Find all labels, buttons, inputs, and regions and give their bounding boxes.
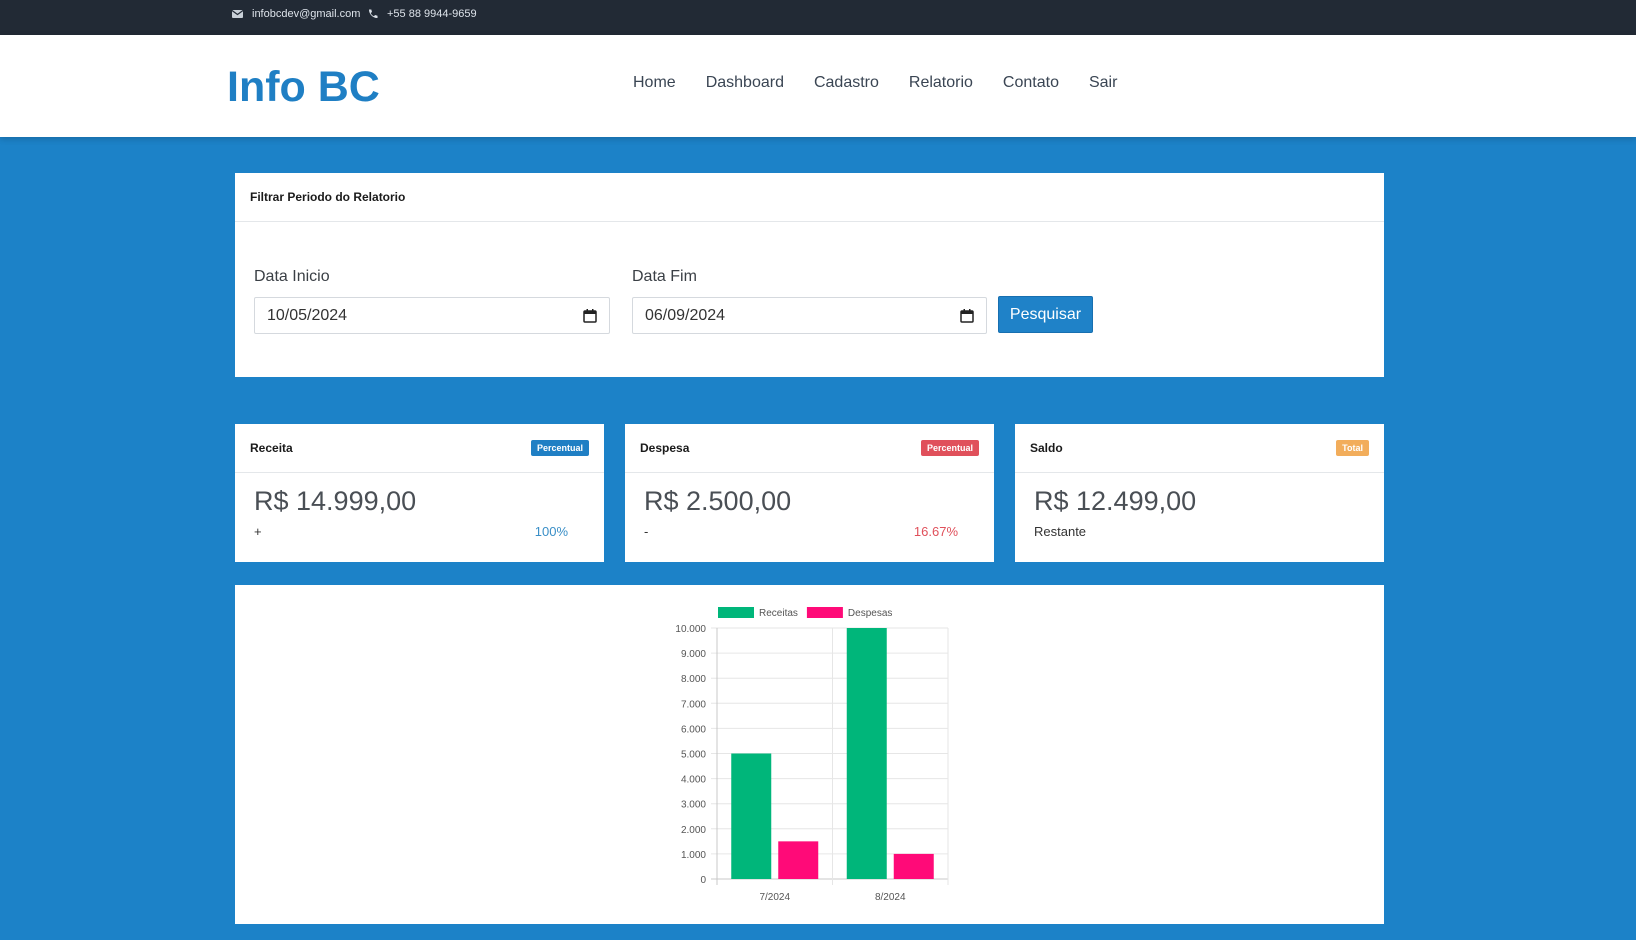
despesa-card: Despesa Percentual R$ 2.500,00 - 16.67% [625,424,994,562]
calendar-icon[interactable] [583,308,597,323]
chart-card: 0 1.000 2.000 3.000 4.000 5.000 6.000 7.000 8.00… [235,585,1384,924]
phone-text: +55 88 9944-9659 [387,8,477,20]
start-date-label: Data Inicio [254,268,330,285]
saldo-card: Saldo Total R$ 12.499,00 Restante [1015,424,1384,562]
end-date-input[interactable]: 06/09/2024 [632,297,987,334]
x-tick-label: 7/2024 [759,892,790,903]
legend-label-receitas: Receitas [759,608,798,619]
legend-swatch-despesas [806,607,843,618]
site-header: Info BC Home Dashboard Cadastro Relatori… [0,35,1636,137]
bar-despesas-7-2024 [778,841,819,879]
receita-badge: Percentual [530,440,589,456]
bar-chart: 0 1.000 2.000 3.000 4.000 5.000 6.000 7.000 8.00… [675,607,949,903]
nav-home[interactable]: Home [633,74,676,91]
despesa-title: Despesa [640,441,690,455]
receita-title: Receita [250,441,293,455]
receita-card-header: Receita Percentual [235,424,604,473]
phone-icon [368,9,378,19]
y-tick-label: 3.000 [681,800,706,811]
y-tick-label: 1.000 [681,850,706,861]
search-button[interactable]: Pesquisar [998,296,1093,333]
despesa-card-header: Despesa Percentual [625,424,994,473]
receita-percent: 100% [534,524,568,539]
bar-receitas-7-2024 [731,753,772,879]
y-tick-label: 6.000 [681,724,706,735]
despesa-badge: Percentual [920,440,979,456]
calendar-icon[interactable] [960,308,974,323]
y-tick-label: 7.000 [681,699,706,710]
y-tick-label: 2.000 [681,825,706,836]
site-logo[interactable]: Info BC [227,63,380,111]
y-tick-label: 10.000 [675,624,706,635]
nav-dashboard[interactable]: Dashboard [705,74,784,91]
bar-receitas-8-2024 [846,628,887,879]
saldo-remaining-label: Restante [1034,524,1087,539]
legend-swatch-receitas [718,607,754,618]
nav-relatorio[interactable]: Relatorio [908,74,973,91]
saldo-badge: Total [1336,440,1369,456]
receita-card: Receita Percentual R$ 14.999,00 + 100% [235,424,604,562]
filter-card: Filtrar Periodo do Relatorio Data Inicio… [235,173,1384,377]
filter-card-header: Filtrar Periodo do Relatorio [235,173,1384,222]
filter-title: Filtrar Periodo do Relatorio [250,190,406,204]
saldo-card-header: Saldo Total [1015,424,1384,473]
bar-despesas-8-2024 [893,853,934,879]
y-tick-label: 4.000 [681,775,706,786]
y-tick-label: 0 [700,875,706,886]
legend-label-despesas: Despesas [848,608,892,619]
end-date-value: 06/09/2024 [645,306,726,324]
main-nav: Home Dashboard Cadastro Relatorio Contat… [633,73,1147,93]
y-tick-label: 5.000 [681,750,706,761]
nav-sair[interactable]: Sair [1088,74,1118,91]
saldo-title: Saldo [1030,441,1063,455]
y-tick-label: 8.000 [681,674,706,685]
envelope-icon [232,10,243,18]
despesa-percent: 16.67% [913,524,958,539]
contact-email[interactable]: infobcdev@gmail.com [232,0,360,28]
despesa-value: R$ 2.500,00 [644,486,792,516]
y-tick-label: 9.000 [681,649,706,660]
end-date-label: Data Fim [632,268,697,285]
start-date-input[interactable]: 10/05/2024 [254,297,610,334]
start-date-value: 10/05/2024 [267,306,348,324]
receita-value: R$ 14.999,00 [254,486,417,516]
saldo-value: R$ 12.499,00 [1034,486,1197,516]
nav-contato[interactable]: Contato [1002,74,1059,91]
top-contact-bar: infobcdev@gmail.com +55 88 9944-9659 [0,0,1636,35]
contact-phone[interactable]: +55 88 9944-9659 [368,0,477,28]
x-tick-label: 8/2024 [875,892,906,903]
despesa-sign: - [644,524,649,539]
nav-cadastro[interactable]: Cadastro [813,74,879,91]
email-text: infobcdev@gmail.com [252,8,361,20]
receita-sign: + [254,524,262,539]
